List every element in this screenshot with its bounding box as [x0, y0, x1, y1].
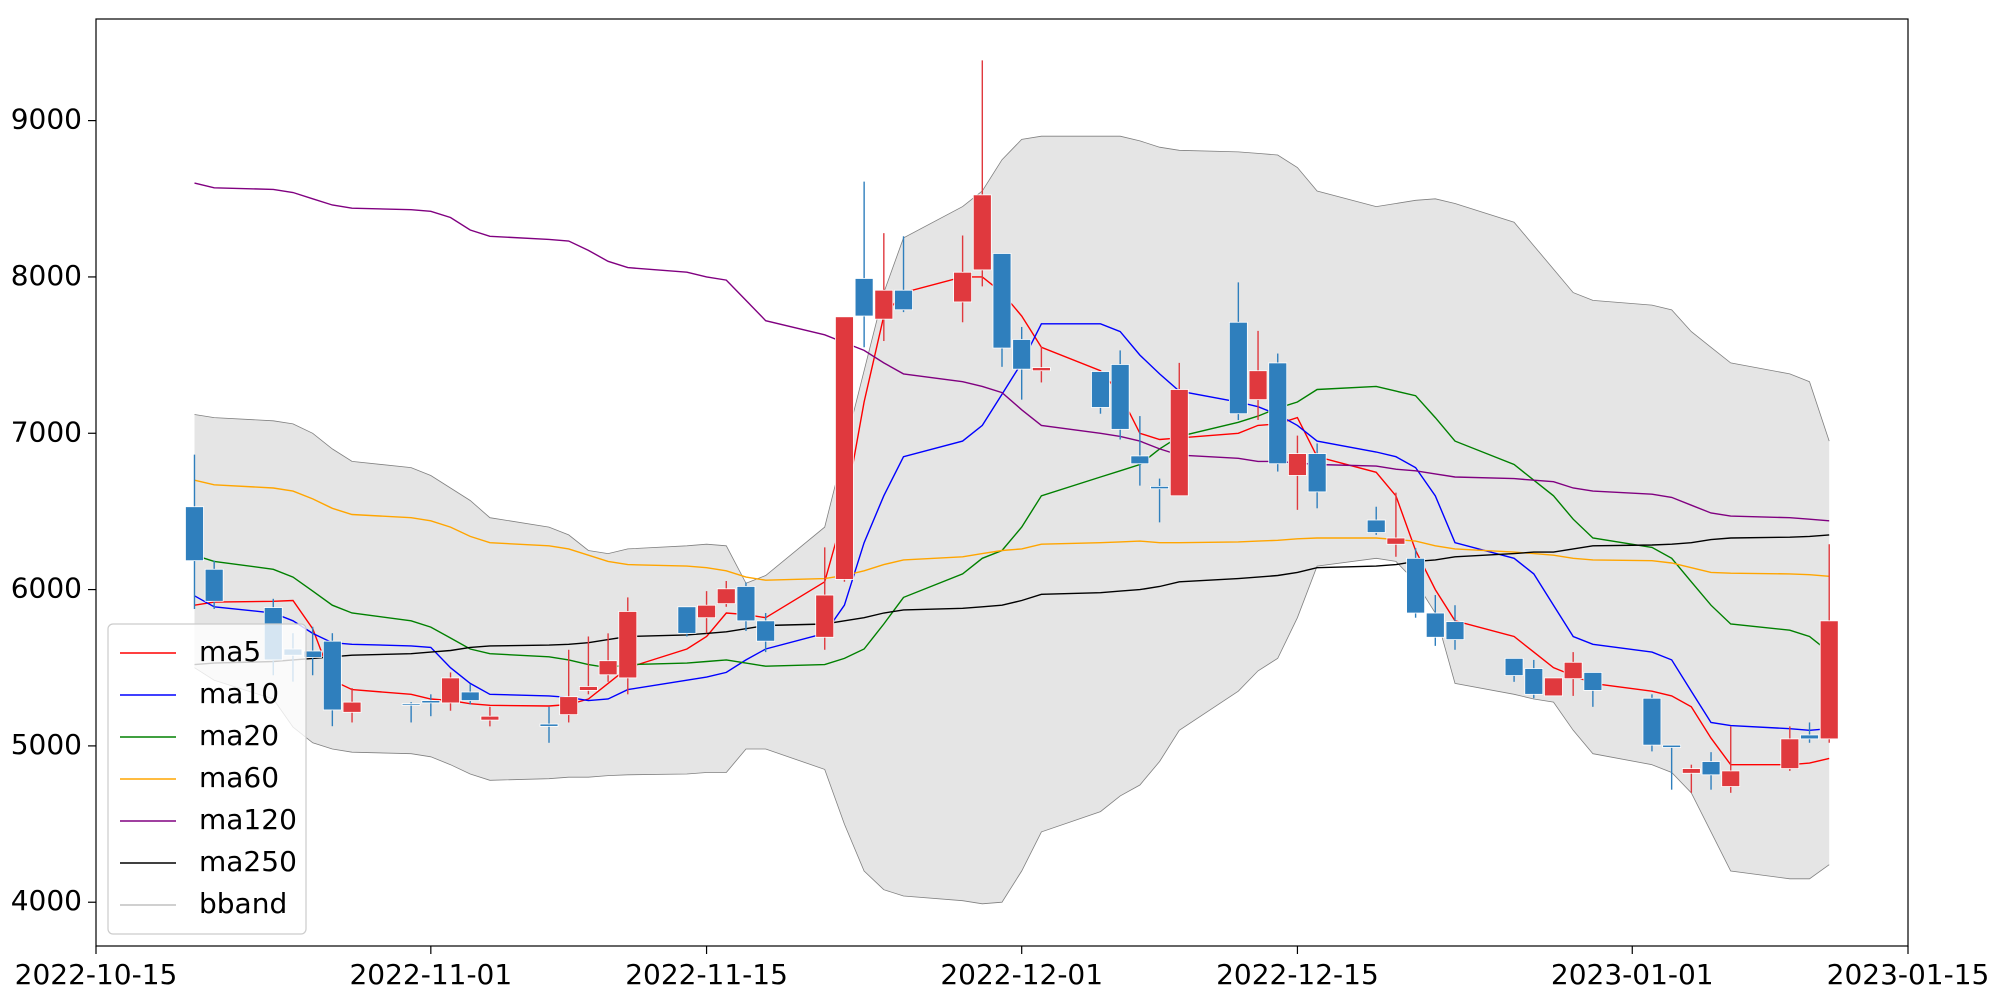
candle-body — [342, 701, 362, 713]
candle-body — [1386, 537, 1406, 545]
candle-body — [1091, 371, 1110, 408]
candle-body — [322, 640, 342, 711]
candle-body — [460, 691, 480, 701]
candle-body — [1642, 697, 1662, 746]
ma-line — [194, 276, 1830, 766]
legend-label: ma5 — [199, 635, 261, 668]
candle-body — [578, 686, 598, 691]
axes-frame — [95, 18, 1909, 947]
candle-body — [677, 606, 697, 634]
candle-body — [441, 677, 460, 704]
plot-area — [185, 60, 1839, 905]
candle-body — [618, 611, 638, 679]
candle-body — [421, 700, 441, 704]
y-tick-label: 8000 — [11, 259, 82, 292]
candle-body — [539, 723, 559, 727]
candle-body — [854, 278, 874, 317]
legend-label: ma250 — [199, 845, 297, 878]
x-tick-label: 2023-01-15 — [1827, 958, 1990, 991]
candle-body — [1544, 677, 1563, 697]
bband-lower — [194, 557, 1830, 905]
ma-line — [194, 479, 1830, 581]
candle-body — [1721, 770, 1741, 787]
candle-body — [1031, 367, 1051, 372]
candle-body — [1800, 734, 1819, 740]
candle-body — [1268, 362, 1288, 465]
candle-body — [1681, 768, 1701, 774]
candle-body — [1012, 339, 1032, 370]
legend-label: ma20 — [199, 719, 279, 752]
x-tick-label: 2022-12-15 — [1216, 958, 1379, 991]
candle-body — [1524, 668, 1544, 695]
candle-body — [1288, 453, 1307, 476]
candle-body — [598, 660, 618, 676]
candle-body — [185, 506, 204, 562]
legend: ma5 ma10 ma20 ma60 ma120 ma250 bband — [107, 623, 307, 935]
candle-body — [1504, 657, 1524, 676]
x-tick-label: 2023-01-01 — [1551, 958, 1714, 991]
legend-label: ma120 — [199, 803, 297, 836]
candle-body — [1662, 744, 1682, 748]
legend-label: ma60 — [199, 761, 279, 794]
candle-body — [697, 604, 716, 619]
candle-body — [736, 586, 756, 622]
candle-body — [1150, 486, 1169, 490]
legend-label: ma10 — [199, 677, 279, 710]
x-tick-label: 2022-10-15 — [15, 958, 178, 991]
candle-body — [401, 703, 421, 706]
candle-body — [874, 289, 894, 320]
candle-body — [204, 568, 224, 602]
candle-body — [894, 289, 913, 311]
bband-area — [194, 136, 1830, 904]
candle-body — [1130, 455, 1150, 465]
candle-body — [815, 594, 835, 638]
candle-body — [1583, 672, 1603, 691]
candle-body — [1780, 738, 1800, 769]
candle-body — [992, 253, 1012, 349]
x-tick-label: 2022-12-01 — [940, 958, 1103, 991]
candle-body — [1366, 519, 1386, 533]
candle-body — [1248, 370, 1268, 401]
candle-body — [1701, 761, 1721, 776]
candle-body — [716, 588, 736, 605]
y-tick-label: 9000 — [11, 103, 82, 136]
candle-body — [1425, 612, 1445, 638]
x-tick-label: 2022-11-01 — [349, 958, 512, 991]
candle-body — [1307, 453, 1327, 493]
candle-body — [1406, 557, 1426, 614]
y-tick-label: 5000 — [11, 728, 82, 761]
candle-body — [1110, 364, 1130, 430]
candle-body — [1445, 621, 1465, 641]
candle-body — [559, 696, 579, 716]
candle-body — [835, 316, 854, 580]
candle-body — [953, 271, 973, 303]
bband-upper — [194, 135, 1830, 584]
candle-body — [1819, 620, 1839, 740]
candle-body — [1169, 389, 1189, 497]
legend-box — [107, 623, 307, 935]
candle-body — [480, 715, 500, 721]
candle-body — [972, 194, 992, 271]
candle-body — [756, 620, 776, 642]
candle-body — [1228, 321, 1248, 415]
ma-line — [194, 182, 1830, 522]
candle-body — [1563, 661, 1583, 680]
ma-line — [194, 385, 1830, 669]
ma-line — [194, 534, 1830, 666]
x-tick-label: 2022-11-15 — [625, 958, 788, 991]
ma-line — [194, 323, 1830, 732]
legend-label: bband — [199, 887, 287, 920]
y-tick-label: 4000 — [11, 884, 82, 917]
y-tick-label: 7000 — [11, 415, 82, 448]
y-tick-label: 6000 — [11, 572, 82, 605]
